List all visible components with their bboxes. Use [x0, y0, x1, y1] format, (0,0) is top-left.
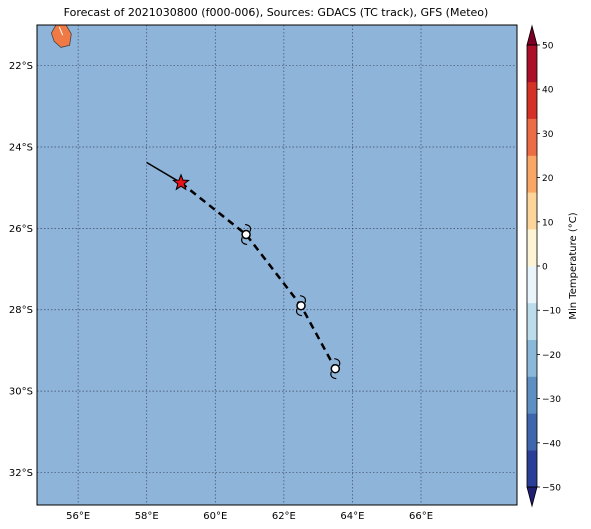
- colorbar-tick-label: −40: [542, 439, 561, 449]
- lat-tick-label: 28°S: [9, 305, 33, 316]
- past-track-line: [146, 161, 182, 184]
- grid-layer: [37, 25, 517, 505]
- colorbar-segment: [527, 413, 537, 451]
- colorbar-segment: [527, 302, 537, 340]
- colorbar-tick-label: 30: [542, 130, 554, 140]
- island-highlight: [58, 26, 64, 36]
- cyclone-eye: [296, 300, 306, 311]
- cyclone-eye: [330, 363, 341, 374]
- map-title: Forecast of 2021030800 (f000-006), Sourc…: [63, 6, 489, 19]
- colorbar-tick-label: 40: [542, 86, 554, 96]
- colorbar-segment: [527, 192, 537, 230]
- colorbar-segment: [527, 266, 537, 304]
- colorbar-segment: [527, 376, 537, 414]
- colorbar-segment: [527, 45, 537, 83]
- colorbar-tick-label: 10: [542, 218, 554, 228]
- current-position-star-icon: [172, 173, 190, 191]
- lat-tick-label: 30°S: [9, 387, 33, 398]
- colorbar-tick-label: −50: [542, 484, 561, 494]
- colorbar-tick-label: −20: [542, 351, 561, 361]
- colorbar-segment: [527, 155, 537, 193]
- forecast-track-line: [180, 181, 337, 370]
- colorbar-under-extension: [526, 486, 538, 508]
- colorbar: 50 40 30 20 10 0 −10 −20 −30 −40 −50 Min Temperatur…: [526, 24, 579, 508]
- colorbar-tick-label: −10: [542, 307, 561, 317]
- colorbar-segment: [527, 229, 537, 267]
- map-frame: [36, 24, 518, 506]
- land-layer: [50, 25, 72, 48]
- cyclone-arm-bottom: [295, 308, 303, 317]
- colorbar-tick-label: 50: [542, 42, 554, 52]
- lon-tick-label: 60°E: [203, 511, 227, 522]
- island-icon: [50, 25, 72, 48]
- tropical-cyclone-icon: [295, 295, 307, 317]
- colorbar-label: Min Temperature (°C): [568, 212, 579, 319]
- cyclone-arm-bottom: [330, 371, 337, 380]
- colorbar-segment: [527, 81, 537, 119]
- ocean-background: [37, 25, 517, 505]
- cyclone-eye: [241, 229, 251, 240]
- lon-tick-label: 66°E: [409, 511, 433, 522]
- lon-tick-label: 64°E: [340, 511, 364, 522]
- lat-tick-label: 26°S: [9, 224, 33, 235]
- cyclone-arm-bottom: [241, 237, 248, 246]
- track-layer: [146, 161, 341, 380]
- colorbar-over-extension: [526, 24, 538, 46]
- lon-tick-label: 58°E: [135, 511, 159, 522]
- colorbar-segment: [527, 118, 537, 156]
- cyclone-arm-top: [334, 358, 341, 366]
- colorbar-segment: [527, 450, 537, 488]
- lat-tick-label: 22°S: [9, 61, 33, 72]
- lon-tick-label: 56°E: [66, 511, 90, 522]
- cyclone-arm-top: [299, 295, 307, 303]
- lon-tick-label: 62°E: [272, 511, 296, 522]
- colorbar-tick-label: −30: [542, 395, 561, 405]
- axis-layer: 56°E 58°E 60°E 62°E 64°E 66°E 22°S 24°S 26°S 28°S…: [9, 61, 433, 522]
- colorbar-tick-label: 0: [542, 263, 548, 273]
- colorbar-segment: [527, 339, 537, 377]
- colorbar-tick-label: 20: [542, 174, 554, 184]
- lat-tick-label: 24°S: [9, 143, 33, 154]
- cyclone-arm-top: [244, 223, 252, 232]
- tropical-cyclone-icon: [241, 223, 252, 246]
- lat-tick-label: 32°S: [9, 468, 33, 479]
- tropical-cyclone-icon: [330, 358, 341, 380]
